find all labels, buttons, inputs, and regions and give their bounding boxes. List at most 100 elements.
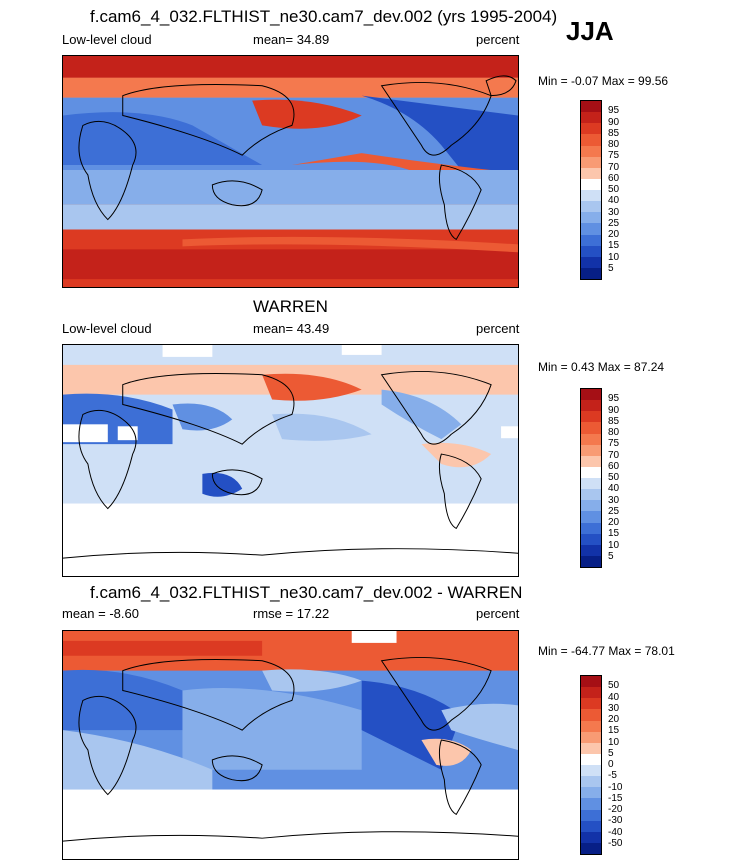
colorbar-swatch [581, 522, 601, 534]
colorbar-level-label: 75 [608, 438, 620, 450]
colorbar-swatch [581, 798, 601, 810]
colorbar-level-label: -20 [608, 804, 623, 815]
colorbar-swatch [581, 698, 601, 710]
panel3-title: f.cam6_4_032.FLTHIST_ne30.cam7_dev.002 -… [90, 583, 523, 602]
panel3-units-label: percent [476, 606, 520, 621]
panel1-map [62, 55, 519, 288]
colorbar-level-label: 80 [608, 427, 620, 438]
colorbar-level-label: 40 [608, 691, 620, 703]
colorbar-level-label: 10 [608, 539, 620, 551]
panel1-units-label: percent [476, 32, 520, 47]
colorbar-level-label: 30 [608, 494, 620, 506]
colorbar-swatch [581, 267, 601, 279]
colorbar-swatch [581, 809, 601, 821]
colorbar-swatch [581, 687, 601, 699]
colorbar-level-label: 40 [608, 195, 620, 207]
panel3-rmse-label: rmse = 17.22 [253, 606, 330, 621]
panel2-colorbar [580, 388, 602, 568]
colorbar-swatch [581, 776, 601, 788]
panel2-map [62, 344, 519, 577]
colorbar-level-label: 20 [608, 517, 620, 528]
colorbar-level-label: 95 [608, 105, 620, 117]
panel2-variable-label: Low-level cloud [62, 321, 152, 336]
colorbar-level-label: 70 [608, 449, 620, 461]
panel2-units-label: percent [476, 321, 520, 336]
panel1-colorbar [580, 100, 602, 280]
colorbar-swatch [581, 256, 601, 268]
colorbar-level-label: 60 [608, 172, 620, 184]
colorbar-swatch [581, 753, 601, 765]
colorbar-level-label: 80 [608, 139, 620, 150]
colorbar-swatch [581, 400, 601, 412]
colorbar-swatch [581, 389, 601, 401]
colorbar-swatch [581, 234, 601, 246]
colorbar-swatch [581, 489, 601, 501]
colorbar-swatch [581, 444, 601, 456]
colorbar-swatch [581, 742, 601, 754]
colorbar-level-label: 50 [608, 472, 620, 483]
colorbar-swatch [581, 787, 601, 799]
colorbar-level-label: -30 [608, 815, 623, 827]
colorbar-swatch [581, 478, 601, 490]
colorbar-level-label: 5 [608, 262, 614, 274]
panel3-map [62, 630, 519, 860]
panel3-minmax: Min = -64.77 Max = 78.01 [538, 644, 675, 658]
colorbar-swatch [581, 544, 601, 556]
colorbar-level-label: 90 [608, 404, 620, 416]
colorbar-level-label: 15 [608, 725, 620, 737]
panel2-title: WARREN [253, 297, 328, 316]
colorbar-swatch [581, 842, 601, 854]
colorbar-swatch [581, 212, 601, 224]
panel1-mean-label: mean= 34.89 [253, 32, 330, 47]
colorbar-swatch [581, 245, 601, 257]
colorbar-swatch [581, 112, 601, 124]
colorbar-swatch [581, 411, 601, 423]
colorbar-swatch [581, 555, 601, 567]
colorbar-level-label: -10 [608, 781, 623, 793]
colorbar-swatch [581, 500, 601, 512]
colorbar-level-label: 25 [608, 217, 620, 229]
colorbar-swatch [581, 123, 601, 135]
colorbar-level-label: 10 [608, 736, 620, 748]
colorbar-swatch [581, 533, 601, 545]
colorbar-level-label: 15 [608, 528, 620, 540]
colorbar-swatch [581, 145, 601, 157]
colorbar-swatch [581, 820, 601, 832]
colorbar-swatch [581, 676, 601, 688]
colorbar-swatch [581, 178, 601, 190]
colorbar-level-label: 20 [608, 229, 620, 240]
colorbar-level-label: 5 [608, 550, 614, 562]
colorbar-level-label: 90 [608, 116, 620, 128]
colorbar-swatch [581, 709, 601, 721]
colorbar-level-label: 40 [608, 483, 620, 495]
colorbar-level-label: 10 [608, 251, 620, 263]
colorbar-level-label: -15 [608, 792, 623, 804]
colorbar-level-label: 85 [608, 127, 620, 139]
panel3-mean-label: mean = -8.60 [62, 606, 139, 621]
colorbar-swatch [581, 167, 601, 179]
colorbar-swatch [581, 466, 601, 478]
colorbar-swatch [581, 831, 601, 843]
colorbar-swatch [581, 422, 601, 434]
panel1-variable-label: Low-level cloud [62, 32, 152, 47]
colorbar-level-label: 5 [608, 747, 614, 759]
colorbar-level-label: 30 [608, 206, 620, 218]
colorbar-level-label: -40 [608, 826, 623, 838]
colorbar-swatch [581, 720, 601, 732]
panel3-colorbar [580, 675, 602, 855]
colorbar-level-label: 85 [608, 415, 620, 427]
colorbar-level-label: 60 [608, 460, 620, 472]
colorbar-swatch [581, 511, 601, 523]
colorbar-level-label: 70 [608, 161, 620, 173]
colorbar-swatch [581, 101, 601, 113]
colorbar-level-label: -5 [608, 770, 617, 782]
colorbar-swatch [581, 134, 601, 146]
colorbar-swatch [581, 455, 601, 467]
season-label: JJA [566, 16, 614, 46]
colorbar-level-label: -50 [608, 837, 623, 849]
colorbar-swatch [581, 201, 601, 213]
colorbar-swatch [581, 223, 601, 235]
panel2-minmax: Min = 0.43 Max = 87.24 [538, 360, 665, 374]
colorbar-level-label: 50 [608, 184, 620, 195]
colorbar-swatch [581, 190, 601, 202]
